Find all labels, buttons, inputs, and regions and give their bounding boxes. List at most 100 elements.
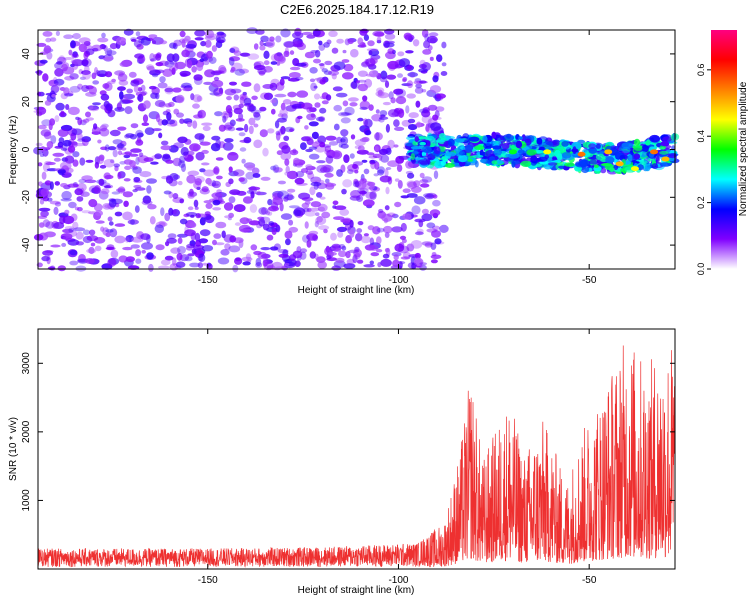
signal-cell bbox=[419, 160, 429, 166]
noise-cell bbox=[222, 142, 234, 151]
noise-cell bbox=[350, 48, 359, 58]
noise-cell bbox=[110, 249, 119, 259]
noise-cell bbox=[292, 209, 302, 217]
signal-cell bbox=[414, 136, 419, 143]
noise-cell bbox=[233, 204, 246, 213]
noise-cell bbox=[321, 164, 332, 172]
noise-cell bbox=[82, 229, 91, 236]
noise-cell bbox=[45, 161, 56, 166]
noise-cell bbox=[248, 186, 261, 191]
noise-cell bbox=[177, 246, 186, 254]
noise-cell bbox=[166, 53, 175, 62]
noise-cell bbox=[150, 92, 158, 99]
noise-cell bbox=[333, 216, 345, 221]
noise-cell bbox=[263, 92, 273, 101]
signal-cell bbox=[493, 148, 503, 156]
noise-cell bbox=[72, 151, 80, 158]
signal-peak bbox=[630, 166, 639, 172]
noise-cell bbox=[57, 265, 66, 272]
snr-x-axis-label: Height of straight line (km) bbox=[298, 585, 415, 596]
noise-cell bbox=[97, 37, 109, 43]
noise-cell bbox=[241, 256, 253, 262]
noise-cell bbox=[124, 165, 132, 170]
noise-cell bbox=[306, 34, 316, 39]
noise-cell bbox=[304, 51, 315, 59]
noise-cell bbox=[280, 76, 291, 80]
noise-cell bbox=[390, 97, 396, 104]
noise-cell bbox=[421, 208, 429, 215]
noise-cell bbox=[168, 145, 179, 153]
noise-cell bbox=[340, 138, 346, 143]
noise-cell bbox=[245, 171, 255, 180]
noise-cell bbox=[54, 202, 62, 207]
noise-cell bbox=[425, 123, 432, 127]
noise-cell bbox=[397, 51, 405, 57]
noise-cell bbox=[103, 185, 112, 189]
noise-cell bbox=[235, 118, 245, 122]
noise-cell bbox=[78, 37, 91, 44]
signal-cell bbox=[645, 141, 651, 146]
noise-cell bbox=[279, 78, 285, 86]
noise-cell bbox=[433, 170, 439, 179]
noise-cell bbox=[397, 180, 403, 189]
noise-cell bbox=[332, 200, 339, 206]
noise-cell bbox=[379, 76, 388, 83]
noise-cell bbox=[380, 154, 390, 163]
noise-cell bbox=[69, 249, 78, 256]
signal-cell bbox=[491, 160, 498, 165]
noise-cell bbox=[362, 95, 368, 102]
noise-cell bbox=[49, 265, 56, 271]
noise-cell bbox=[341, 245, 347, 251]
noise-cell bbox=[229, 189, 241, 196]
noise-cell bbox=[309, 251, 316, 259]
noise-cell bbox=[113, 163, 121, 168]
noise-cell bbox=[86, 235, 99, 242]
noise-cell bbox=[418, 68, 429, 73]
noise-cell bbox=[284, 230, 293, 239]
noise-cell bbox=[248, 105, 257, 112]
noise-cell bbox=[310, 201, 322, 208]
noise-cell bbox=[205, 177, 212, 185]
noise-cell bbox=[288, 205, 300, 209]
noise-cell bbox=[211, 192, 223, 199]
noise-cell bbox=[178, 160, 186, 168]
noise-cell bbox=[124, 134, 131, 139]
signal-cell bbox=[659, 162, 672, 167]
noise-cell bbox=[296, 90, 309, 98]
noise-cell bbox=[305, 136, 313, 141]
noise-cell bbox=[274, 93, 287, 98]
noise-cell bbox=[440, 71, 448, 76]
noise-cell bbox=[398, 58, 410, 68]
noise-cell bbox=[384, 205, 390, 211]
noise-cell bbox=[380, 258, 392, 267]
noise-cell bbox=[393, 88, 404, 95]
noise-cell bbox=[365, 58, 376, 67]
noise-cell bbox=[319, 107, 327, 114]
noise-cell bbox=[291, 103, 304, 109]
y-tick-label: 20 bbox=[21, 96, 32, 108]
noise-cell bbox=[407, 262, 417, 269]
signal-cell bbox=[444, 162, 455, 168]
noise-cell bbox=[151, 40, 157, 45]
noise-cell bbox=[239, 147, 247, 152]
noise-cell bbox=[400, 195, 410, 199]
noise-cell bbox=[179, 118, 185, 124]
noise-cell bbox=[316, 164, 328, 174]
noise-cell bbox=[166, 237, 177, 244]
noise-cell bbox=[185, 212, 198, 217]
noise-cell bbox=[272, 196, 284, 206]
noise-cell bbox=[166, 112, 172, 121]
noise-cell bbox=[405, 50, 414, 54]
colorbar: 0.0 0.2 0.4 0.6 Normalized spectral amplitu… bbox=[696, 30, 749, 275]
noise-cell bbox=[233, 50, 242, 57]
noise-cell bbox=[125, 133, 135, 138]
noise-cell bbox=[201, 186, 209, 193]
noise-cell bbox=[301, 102, 313, 110]
noise-cell bbox=[68, 106, 80, 116]
noise-cell bbox=[279, 108, 288, 117]
noise-cell bbox=[293, 157, 300, 164]
noise-cell bbox=[283, 40, 295, 48]
noise-cell bbox=[336, 136, 343, 144]
noise-cell bbox=[285, 238, 291, 246]
